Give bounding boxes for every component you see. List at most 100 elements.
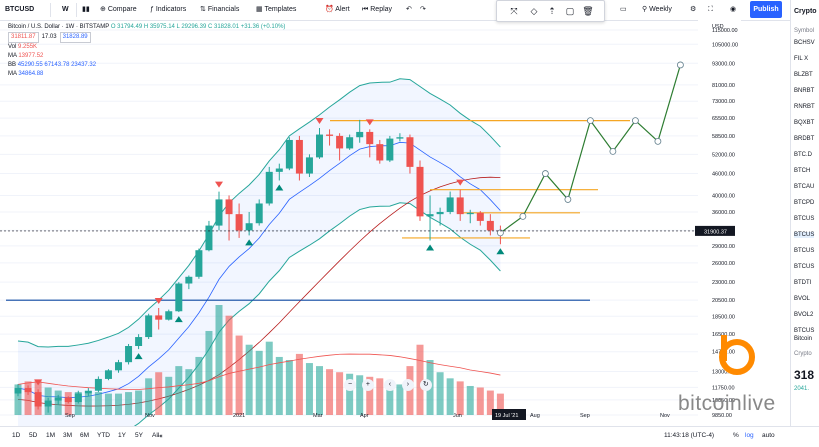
- candle-body: [225, 199, 233, 215]
- zoom-in-icon[interactable]: +: [361, 379, 374, 391]
- time-axis[interactable]: Sep Nov 2021 Mar Apr Jun Aug Sep Nov 19 Jul '21: [65, 409, 670, 420]
- last-price-tag: [695, 225, 735, 236]
- bid-tag[interactable]: 31811.87: [8, 32, 39, 43]
- snapshot-camera-icon[interactable]: ◉: [730, 6, 737, 13]
- range-button-5y[interactable]: 5Y: [135, 432, 143, 439]
- price-axis[interactable]: 115000.00 105000.00 93000.00 81000.00 73000.…: [0, 20, 741, 426]
- watchlist-item[interactable]: BQXBT: [794, 120, 815, 126]
- scroll-right-icon[interactable]: ›: [401, 379, 414, 391]
- volume-bar: [386, 381, 394, 415]
- watchlist-item[interactable]: BVOL2: [794, 312, 814, 318]
- range-button-1y[interactable]: 1Y: [118, 432, 126, 439]
- ma2-value: 34864.88: [18, 71, 44, 77]
- reset-chart-icon[interactable]: ↻: [419, 379, 432, 391]
- volume-bar: [125, 392, 133, 415]
- price-tick-label: 36000.00: [712, 210, 735, 216]
- chart-type-icon[interactable]: ▮▮: [82, 6, 90, 13]
- range-button-3m[interactable]: 3M: [63, 432, 73, 439]
- volume-bar: [175, 366, 183, 415]
- templates-button[interactable]: ▦ Templates: [256, 4, 296, 16]
- detail-change: 2041.: [794, 386, 810, 392]
- candle-body: [305, 157, 313, 174]
- volume-bar: [145, 378, 153, 415]
- candle-body: [175, 283, 183, 312]
- legend-bb[interactable]: BB 45290.55 67143.78 23437.32: [8, 61, 285, 70]
- volume-bar: [245, 344, 253, 415]
- watchlist-item[interactable]: BTCH: [794, 168, 811, 174]
- legend-ma2[interactable]: MA 34864.88: [8, 70, 285, 79]
- watchlist-item[interactable]: BVOL: [794, 296, 811, 302]
- watchlist-item[interactable]: BLZBT: [794, 72, 813, 78]
- date-range-calendar-icon[interactable]: ⇥: [157, 433, 163, 440]
- settings-icon[interactable]: ▢: [565, 6, 575, 16]
- candle-body: [44, 400, 52, 407]
- range-button-6m[interactable]: 6M: [80, 432, 90, 439]
- chart-nav-controls: − + ‹ › ↻: [344, 379, 432, 391]
- scroll-left-icon[interactable]: ‹: [383, 379, 396, 391]
- volume-bar: [165, 376, 173, 415]
- legend-volume[interactable]: Vol 9.255K: [8, 43, 285, 52]
- watchlist-item[interactable]: FIL X: [794, 56, 809, 62]
- watchlist-item[interactable]: BTCPD: [794, 200, 815, 206]
- volume-bar: [14, 384, 22, 415]
- watchlist-item[interactable]: RNRBT: [794, 104, 815, 110]
- settings-gear-icon[interactable]: ⚙: [690, 6, 697, 13]
- percent-scale-toggle[interactable]: %: [733, 432, 739, 439]
- drawing-tool-icon[interactable]: ⤧: [510, 6, 518, 16]
- undo-icon[interactable]: ↶: [406, 6, 412, 13]
- watchlist-header[interactable]: Crypto: [794, 8, 817, 15]
- publish-button[interactable]: Publish: [750, 1, 782, 18]
- watchlist-item[interactable]: BTCUS: [794, 232, 815, 238]
- clock-readout[interactable]: 11:43:18 (UTC-4): [664, 432, 715, 439]
- weekly-select[interactable]: ⚲ Weekly: [642, 4, 672, 16]
- candle-body: [356, 131, 364, 138]
- symbol-search[interactable]: BTCUSD: [5, 6, 35, 13]
- ask-tag[interactable]: 31828.89: [59, 32, 91, 43]
- range-button-1d[interactable]: 1D: [12, 432, 21, 439]
- watchlist-item[interactable]: BTCUS: [794, 216, 815, 222]
- legend-ma[interactable]: MA 13977.52: [8, 52, 285, 61]
- range-button-5d[interactable]: 5D: [29, 432, 38, 439]
- volume-bar: [356, 375, 364, 415]
- buy-arrow-icon: [134, 353, 143, 360]
- candle-body: [446, 197, 454, 212]
- watchlist-item[interactable]: BCHSV: [794, 40, 815, 46]
- price-tick-label: 11750.00: [712, 385, 735, 391]
- color-bucket-icon[interactable]: ◇: [530, 6, 538, 16]
- interval-button[interactable]: W: [62, 6, 69, 13]
- zoom-out-icon[interactable]: −: [344, 379, 356, 391]
- buy-arrow-icon: [174, 316, 183, 323]
- range-button-ytd[interactable]: YTD: [97, 432, 110, 439]
- watchlist-item[interactable]: BTCUS: [794, 248, 815, 254]
- log-scale-toggle[interactable]: log: [745, 432, 754, 439]
- candle-body: [245, 223, 253, 231]
- function-icon: ƒ: [150, 6, 156, 13]
- compare-button[interactable]: ⊕ Compare: [100, 4, 137, 16]
- indicators-button[interactable]: ƒ Indicators: [150, 4, 186, 16]
- alert-button[interactable]: ⏰ Alert: [325, 4, 350, 16]
- watchlist-item[interactable]: BRDBT: [794, 136, 815, 142]
- fullscreen-icon[interactable]: ⛶: [708, 6, 713, 13]
- redo-icon[interactable]: ↷: [420, 6, 426, 13]
- delete-trash-icon[interactable]: 🗑: [582, 6, 594, 16]
- layout-icon[interactable]: ▭: [620, 6, 627, 13]
- watchlist-item[interactable]: BTCUS: [794, 264, 815, 270]
- auto-scale-toggle[interactable]: auto: [762, 432, 775, 439]
- candle-body: [336, 135, 344, 149]
- watchlist-item[interactable]: BTDTI: [794, 280, 812, 286]
- last-price-label: 31900.37: [704, 229, 727, 235]
- watchlist-item[interactable]: BTC.D: [794, 152, 812, 158]
- financials-button[interactable]: ⇅ Financials: [200, 4, 239, 16]
- candle-body: [436, 211, 444, 215]
- vol-value: 9.255K: [18, 44, 38, 50]
- range-button-all[interactable]: All: [152, 432, 160, 439]
- watchlist-item[interactable]: BTCUS: [794, 328, 815, 334]
- replay-button[interactable]: ⏮ Replay: [362, 4, 392, 16]
- price-chart[interactable]: 115000.00 105000.00 93000.00 81000.00 73000.…: [0, 20, 741, 426]
- watchlist-item[interactable]: BTCAU: [794, 184, 815, 190]
- range-button-1m[interactable]: 1M: [46, 432, 56, 439]
- bottom-bar: 1D 5D 1M 3M 6M YTD 1Y 5Y All ⇥ 11:43:18 (UTC-4) …: [0, 426, 819, 447]
- projection-node: [564, 196, 572, 203]
- watchlist-item[interactable]: BNRBT: [794, 88, 815, 94]
- line-style-icon[interactable]: ⇡: [548, 6, 556, 16]
